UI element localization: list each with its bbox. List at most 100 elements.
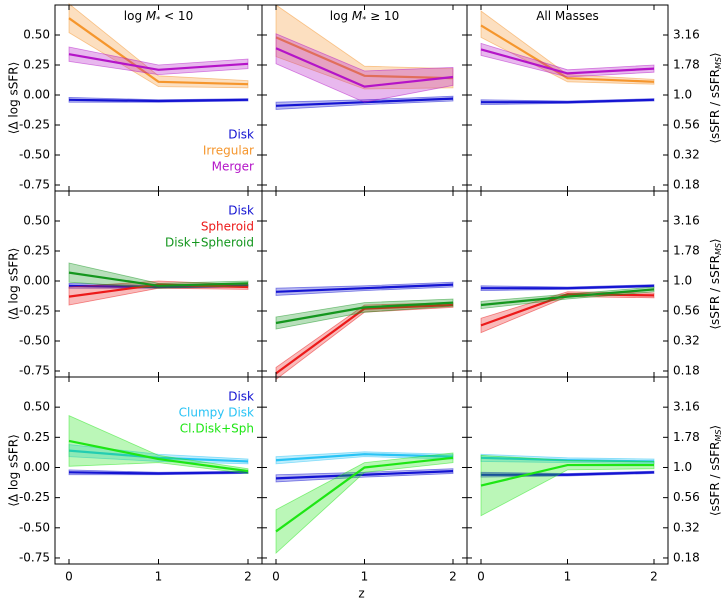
legend-spheroid: Spheroid xyxy=(201,220,254,234)
y-axis-label: ⟨Δ log sSFR⟩ xyxy=(7,248,21,321)
y-tick-label: 0.25 xyxy=(23,244,50,258)
right-tick-label: 0.56 xyxy=(673,118,700,132)
right-tick-label: 0.32 xyxy=(673,334,700,348)
right-tick-label: 0.56 xyxy=(673,490,700,504)
x-tick-label: 0 xyxy=(272,570,280,584)
panel-r2-c3 xyxy=(466,190,669,378)
line-irregular xyxy=(275,36,454,80)
right-tick-label: 1.0 xyxy=(673,88,692,102)
band-cl-disk-sph xyxy=(68,414,249,474)
right-axis-label: ⟨sSFR / sSFRMS⟩ xyxy=(708,425,723,516)
right-tick-label: 0.56 xyxy=(673,304,700,318)
line-disk-spheroid xyxy=(68,271,249,287)
y-tick-label: 0.25 xyxy=(23,430,50,444)
y-axis-label: ⟨Δ log sSFR⟩ xyxy=(7,434,21,507)
right-tick-label: 0.32 xyxy=(673,520,700,534)
y-tick-label: -0.75 xyxy=(19,364,50,378)
panel-r3-c3 xyxy=(466,376,669,565)
line-irregular xyxy=(480,24,655,83)
panel-r3-c2 xyxy=(261,376,468,565)
panel-r2-c1 xyxy=(54,190,263,378)
line-merger xyxy=(480,48,655,75)
line-disk xyxy=(481,284,655,290)
y-tick-label: -0.75 xyxy=(19,178,50,192)
panel-r3-c1 xyxy=(54,376,263,565)
y-tick-label: -0.25 xyxy=(19,304,50,318)
y-tick-label: 0.00 xyxy=(23,460,50,474)
right-tick-label: 0.32 xyxy=(673,148,700,162)
right-tick-label: 3.16 xyxy=(673,214,700,228)
right-tick-label: 3.16 xyxy=(673,400,700,414)
line-disk xyxy=(275,470,454,480)
line-disk xyxy=(68,471,249,475)
y-tick-label: 0.50 xyxy=(23,28,50,42)
legend-clumpy-disk: Clumpy Disk xyxy=(179,406,254,420)
y-tick-label: 0.50 xyxy=(23,214,50,228)
line-merger xyxy=(275,47,454,88)
band-disk-spheroid xyxy=(68,262,249,289)
line-cl-disk-sph xyxy=(480,463,654,487)
y-axis-label: ⟨Δ log sSFR⟩ xyxy=(7,62,21,135)
legend-merger: Merger xyxy=(212,160,254,174)
column-title-1: log M* < 10 xyxy=(124,9,193,24)
line-clumpy-disk xyxy=(68,449,249,463)
y-tick-label: 0.50 xyxy=(23,400,50,414)
right-tick-label: 1.78 xyxy=(673,58,700,72)
y-tick-label: 0.00 xyxy=(23,88,50,102)
x-tick-label: 2 xyxy=(244,570,252,584)
line-merger xyxy=(68,53,249,71)
right-tick-label: 1.78 xyxy=(673,244,700,258)
line-disk-spheroid xyxy=(275,301,454,325)
right-tick-label: 3.16 xyxy=(673,28,700,42)
line-disk xyxy=(68,98,249,103)
x-tick-label: 2 xyxy=(449,570,457,584)
column-title-3: All Masses xyxy=(536,9,599,23)
panel-r2-c2 xyxy=(261,190,468,381)
right-axis-label: ⟨sSFR / sSFRMS⟩ xyxy=(708,238,723,329)
legend-cl-disk-sph: Cl.Disk+Sph xyxy=(180,422,254,436)
line-irregular xyxy=(68,17,249,86)
x-tick-label: 0 xyxy=(477,570,485,584)
right-axis-label: ⟨sSFR / sSFRMS⟩ xyxy=(708,52,723,143)
panel-r1-c3 xyxy=(466,4,669,192)
band-irregular xyxy=(68,2,249,89)
right-tick-label: 1.0 xyxy=(673,274,692,288)
y-tick-label: -0.50 xyxy=(19,520,50,534)
y-tick-label: 0.25 xyxy=(23,58,50,72)
right-tick-label: 1.78 xyxy=(673,430,700,444)
x-tick-label: 1 xyxy=(155,570,163,584)
line-cl-disk-sph xyxy=(68,439,249,473)
y-tick-label: -0.75 xyxy=(19,550,50,564)
legend-disk-spheroid: Disk+Spheroid xyxy=(165,236,254,250)
right-tick-label: 0.18 xyxy=(673,364,700,378)
x-tick-label: 0 xyxy=(65,570,73,584)
band-cl-disk-sph xyxy=(275,452,454,555)
x-axis-label: z xyxy=(358,587,364,601)
column-title-2: log M* ≥ 10 xyxy=(330,9,399,24)
legend-disk: Disk xyxy=(228,204,254,218)
band-cl-disk-sph xyxy=(480,454,655,517)
right-tick-label: 1.0 xyxy=(673,460,692,474)
panel-r1-c2 xyxy=(261,4,468,192)
line-spheroid xyxy=(275,303,454,375)
band-disk-spheroid xyxy=(275,298,454,330)
y-tick-label: 0.00 xyxy=(23,274,50,288)
y-tick-label: -0.25 xyxy=(19,118,50,132)
line-disk xyxy=(481,471,655,476)
band-merger xyxy=(275,33,454,103)
x-tick-label: 2 xyxy=(650,570,658,584)
panel-frame xyxy=(466,190,669,378)
y-tick-label: -0.25 xyxy=(19,490,50,504)
x-tick-label: 1 xyxy=(361,570,369,584)
y-tick-label: -0.50 xyxy=(19,148,50,162)
right-tick-label: 0.18 xyxy=(673,178,700,192)
band-merger xyxy=(480,42,655,78)
right-tick-label: 0.18 xyxy=(673,550,700,564)
line-cl-disk-sph xyxy=(275,456,454,533)
line-disk-spheroid xyxy=(480,288,655,307)
legend-disk: Disk xyxy=(228,128,254,142)
legend-disk: Disk xyxy=(228,390,254,404)
legend-irregular: Irregular xyxy=(203,144,254,158)
line-disk xyxy=(481,98,655,104)
